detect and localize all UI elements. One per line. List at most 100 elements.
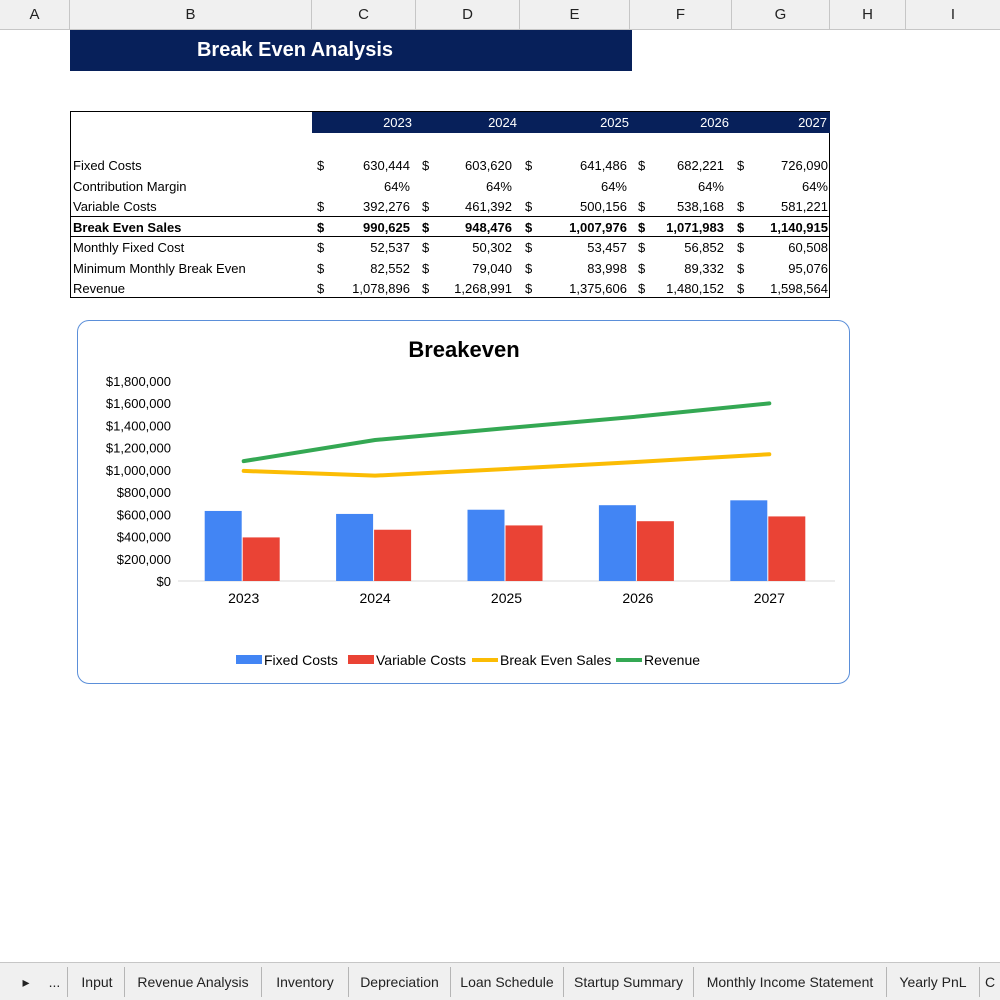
y-tick-label: $600,000	[117, 507, 171, 522]
currency-symbol: $	[737, 261, 745, 276]
table-cell[interactable]: 56,852	[684, 240, 724, 255]
table-cell[interactable]: 89,332	[684, 261, 724, 276]
sheet-tab[interactable]: Loan Schedule	[451, 967, 564, 997]
sheet-tab[interactable]: Input	[70, 967, 125, 997]
column-header-e[interactable]: E	[520, 0, 630, 30]
column-header-f[interactable]: F	[630, 0, 732, 30]
y-tick-label: $1,800,000	[106, 374, 171, 389]
table-cell[interactable]: 603,620	[465, 158, 512, 173]
table-cell[interactable]: 64%	[600, 179, 627, 194]
currency-symbol: $	[422, 281, 430, 296]
page-title: Break Even Analysis	[196, 39, 394, 61]
table-row[interactable]: Fixed Costs $630,444 $603,620 $641,486 $682,…	[71, 156, 829, 176]
table-row[interactable]: Variable Costs $392,276 $461,392 $500,156 $5…	[71, 197, 829, 217]
series-line	[241, 401, 772, 464]
table-cell[interactable]: 95,076	[788, 261, 828, 276]
table-cell[interactable]: 1,071,983	[666, 220, 724, 235]
column-header-c[interactable]: C	[312, 0, 416, 30]
table-cell[interactable]: 538,168	[677, 199, 724, 214]
table-cell[interactable]: 682,221	[677, 158, 724, 173]
table-cell[interactable]: 1,268,991	[454, 281, 512, 296]
table-cell[interactable]: 1,140,915	[770, 220, 828, 235]
currency-symbol: $	[525, 199, 533, 214]
table-cell[interactable]: 1,480,152	[666, 281, 724, 296]
year-header: 2023	[383, 115, 412, 130]
title-band[interactable]: Break Even Analysis	[70, 30, 632, 71]
table-cell[interactable]: 64%	[383, 179, 410, 194]
next-sheet-button[interactable]: ▸	[22, 974, 30, 990]
sheet-tab[interactable]: Monthly Income Statement	[694, 967, 887, 997]
currency-symbol: $	[525, 261, 533, 276]
table-cell[interactable]: 1,007,976	[569, 220, 627, 235]
column-header-h[interactable]: H	[830, 0, 906, 30]
column-header-a[interactable]: A	[0, 0, 70, 30]
row-divider	[71, 236, 829, 237]
y-tick-label: $200,000	[117, 552, 171, 567]
more-sheets-button[interactable]: ...	[42, 967, 68, 997]
bar	[374, 529, 412, 581]
series-line	[241, 452, 772, 478]
table-row[interactable]: Contribution Margin 64% 64% 64% 64% 64%	[71, 177, 829, 197]
currency-symbol: $	[317, 281, 325, 296]
table-cell[interactable]: 50,302	[472, 240, 512, 255]
column-header-d[interactable]: D	[416, 0, 520, 30]
table-cell[interactable]: 52,537	[370, 240, 410, 255]
table-cell[interactable]: 641,486	[580, 158, 627, 173]
currency-symbol: $	[638, 199, 646, 214]
table-cell[interactable]: 461,392	[465, 199, 512, 214]
table-cell[interactable]: 1,598,564	[770, 281, 828, 296]
currency-symbol: $	[317, 261, 325, 276]
year-header: 2024	[488, 115, 517, 130]
column-header-i[interactable]: I	[950, 6, 956, 23]
table-row[interactable]: Minimum Monthly Break Even $82,552 $79,040…	[71, 259, 829, 279]
table-cell[interactable]: 630,444	[363, 158, 410, 173]
sheet-tab[interactable]: Depreciation	[349, 967, 451, 997]
table-cell[interactable]: 990,625	[363, 220, 410, 235]
table-cell[interactable]: 64%	[801, 179, 828, 194]
table-row[interactable]: Monthly Fixed Cost $52,537 $50,302 $53,457 $…	[71, 238, 829, 258]
table-cell[interactable]: 948,476	[465, 220, 512, 235]
sheet-tab[interactable]: Startup Summary	[564, 967, 694, 997]
currency-symbol: $	[422, 158, 430, 173]
legend-swatch	[236, 655, 262, 664]
table-cell[interactable]: 1,078,896	[352, 281, 410, 296]
row-label: Fixed Costs	[73, 158, 142, 173]
y-tick-label: $1,600,000	[106, 396, 171, 411]
row-label: Monthly Fixed Cost	[73, 240, 185, 255]
y-tick-label: $800,000	[117, 485, 171, 500]
sheet-tab[interactable]: Inventory	[262, 967, 349, 997]
table-cell[interactable]: 64%	[485, 179, 512, 194]
sheet-tab[interactable]: C	[984, 974, 996, 990]
table-cell[interactable]: 79,040	[472, 261, 512, 276]
bar	[204, 510, 242, 581]
table-cell[interactable]: 1,375,606	[569, 281, 627, 296]
column-header-bar: A B C D E F G H I	[0, 0, 1000, 30]
table-cell[interactable]: 581,221	[781, 199, 828, 214]
table-cell[interactable]: 392,276	[363, 199, 410, 214]
table-row[interactable]: Break Even Sales $990,625 $948,476 $1,007,9…	[71, 218, 829, 238]
table-cell[interactable]: 64%	[697, 179, 724, 194]
table-cell[interactable]: 83,998	[587, 261, 627, 276]
table-row[interactable]: Revenue $1,078,896 $1,268,991 $1,375,606 $1,…	[71, 279, 829, 299]
column-header-g[interactable]: G	[732, 0, 830, 30]
x-tick-label: 2023	[228, 590, 259, 606]
table-cell[interactable]: 60,508	[788, 240, 828, 255]
table-cell[interactable]: 726,090	[781, 158, 828, 173]
sheet-tabs-bar: ▸ ... Input Revenue Analysis Inventory Depr…	[0, 962, 1000, 1000]
table-cell[interactable]: 500,156	[580, 199, 627, 214]
currency-symbol: $	[737, 240, 745, 255]
currency-symbol: $	[317, 220, 325, 235]
break-even-table[interactable]: 2023 2024 2025 2026 2027 Fixed Costs $630…	[70, 111, 830, 298]
y-tick-label: $1,000,000	[106, 463, 171, 478]
column-header-b[interactable]: B	[70, 0, 312, 30]
breakeven-chart[interactable]: Breakeven $0 $200,000 $400,000 $600,000 $800,…	[77, 320, 850, 684]
currency-symbol: $	[525, 240, 533, 255]
sheet-tab[interactable]: Revenue Analysis	[125, 967, 262, 997]
year-header: 2026	[700, 115, 729, 130]
chart-title: Breakeven	[408, 337, 519, 362]
table-cell[interactable]: 53,457	[587, 240, 627, 255]
legend-label: Fixed Costs	[264, 652, 338, 668]
sheet-tab[interactable]: Yearly PnL	[887, 967, 980, 997]
year-header-band: 2023 2024 2025 2026 2027	[312, 112, 830, 133]
table-cell[interactable]: 82,552	[370, 261, 410, 276]
